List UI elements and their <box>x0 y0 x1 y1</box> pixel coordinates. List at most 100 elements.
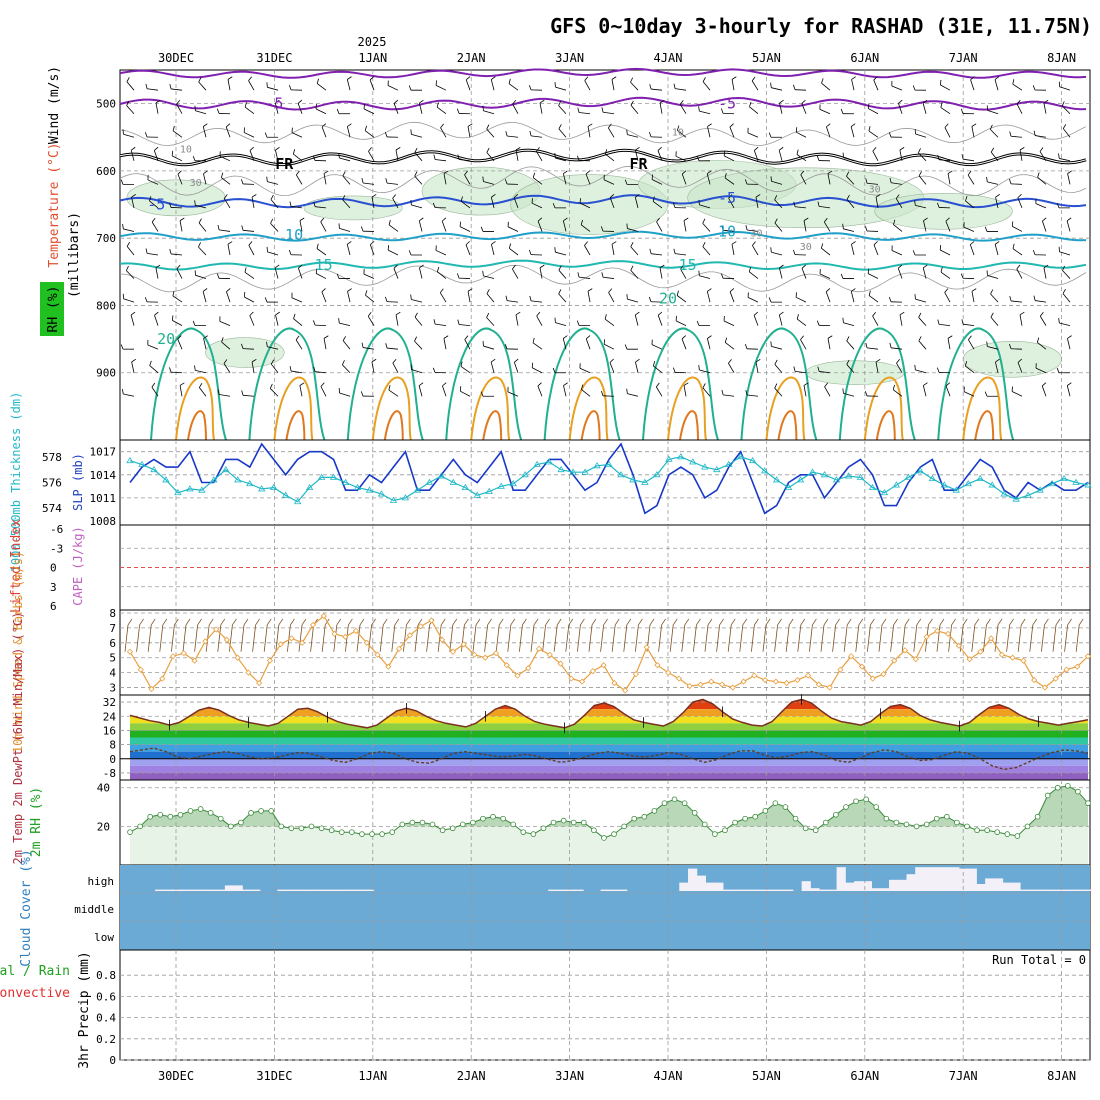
rh-point <box>591 827 597 834</box>
cloud-high-bar <box>163 889 173 891</box>
wind-barb <box>609 197 615 209</box>
rh-point <box>1065 782 1071 789</box>
wind-barb-flag <box>793 84 796 90</box>
wind-barb-flag <box>251 194 257 198</box>
wind-barb <box>987 181 999 185</box>
wind-barb <box>363 108 375 115</box>
wind-barb <box>729 126 735 138</box>
wind-barb <box>203 173 207 185</box>
cloud-high-bar <box>565 889 575 891</box>
wind-barb <box>651 88 663 91</box>
wind-barb-flag <box>626 388 628 394</box>
contour-label: FR <box>629 155 648 173</box>
wind-barb <box>706 173 711 185</box>
wind-barb <box>702 246 711 256</box>
wind-barb-flag <box>1067 170 1072 174</box>
thickness-point <box>210 476 218 483</box>
wind-barb-flag <box>388 385 391 391</box>
wind-barb <box>947 173 951 185</box>
wind-barb-flag <box>659 264 665 269</box>
rh-point <box>157 811 164 818</box>
wind-barb <box>779 267 783 279</box>
wind-barb <box>875 197 879 208</box>
wind-barb <box>346 126 351 138</box>
wind-barb-flag <box>203 170 208 174</box>
wind-barb-10m-flag <box>893 618 898 626</box>
wind-speed-point <box>1063 666 1070 673</box>
wind-barb-10m <box>739 624 744 652</box>
wind-barb-flag <box>1033 130 1036 136</box>
wind-barb <box>851 244 855 256</box>
wind-barb <box>531 202 543 209</box>
temp-tick-label: -8 <box>103 767 116 780</box>
rh-point <box>530 831 537 837</box>
wind-speed-point <box>503 662 510 669</box>
wind-barb <box>339 157 351 162</box>
wind-barb <box>1019 149 1023 161</box>
wind-barb-flag <box>504 344 508 350</box>
wind-barb <box>411 369 423 374</box>
wind-barb <box>795 296 807 303</box>
contour-line-25 <box>175 376 215 441</box>
wind-barb <box>967 174 975 185</box>
cloud-high-bar <box>749 889 759 891</box>
wind-barb-flag <box>683 382 689 386</box>
wind-barb-flag <box>120 344 124 350</box>
wind-barb-flag <box>626 223 628 229</box>
wind-barb <box>490 361 495 373</box>
wind-barb <box>940 249 951 256</box>
wind-barb <box>675 88 687 91</box>
cloud-high-bar <box>154 889 165 891</box>
wind-barb-flag <box>793 366 796 372</box>
wind-barb-flag <box>149 196 152 202</box>
rh-point <box>510 821 517 828</box>
wind-barb-flag <box>770 341 772 347</box>
wind-barb <box>994 79 999 91</box>
contour-line-30 <box>482 410 503 441</box>
wind-barb-10m-flag <box>1032 618 1038 626</box>
wind-speed-point <box>557 660 564 667</box>
wind-speed-point <box>363 639 370 646</box>
wind-barb <box>630 246 639 256</box>
wind-barb-10m-flag <box>371 618 376 626</box>
wind-speed-point <box>299 639 306 646</box>
wind-barb-10m <box>426 624 430 652</box>
wind-barb-flag <box>923 264 928 269</box>
wind-barb <box>244 106 255 115</box>
rh-point <box>490 813 496 820</box>
rh-point <box>127 829 133 835</box>
wind-barb <box>363 273 375 279</box>
wind-barb-10m-flag <box>406 618 411 626</box>
wind-barb-flag <box>436 102 439 108</box>
rh-point <box>863 796 869 803</box>
wind-barb-flag <box>395 147 401 151</box>
wind-barb <box>537 221 543 232</box>
rh-shading <box>962 340 1062 378</box>
wind-speed-point <box>794 677 801 684</box>
wind-barb-flag <box>342 360 345 365</box>
wind-barb-flag <box>793 201 796 207</box>
wind-barb <box>944 292 951 303</box>
wind-barb <box>1067 173 1071 185</box>
wind-barb <box>536 315 543 326</box>
temp-band <box>130 744 1088 752</box>
wind-barb <box>395 149 399 161</box>
wind-barb-flag <box>419 264 424 269</box>
wind-barb-flag <box>558 289 562 295</box>
wind-barb-flag <box>945 217 950 222</box>
thickness-point <box>425 478 434 485</box>
contour-line-30 <box>777 410 798 441</box>
wind-barb <box>223 198 231 209</box>
y-tick-label: 700 <box>96 232 116 245</box>
cloud-high-bar <box>784 889 794 891</box>
cloud-high-bar <box>679 882 689 891</box>
wind-barb <box>467 291 471 303</box>
wind-barb <box>801 103 807 114</box>
wind-barb <box>653 365 663 374</box>
wind-barb-flag <box>994 76 1000 80</box>
wind-barb <box>251 197 255 208</box>
wind-speed-point <box>1074 663 1081 670</box>
contour-line-20 <box>150 327 227 441</box>
wind-barb <box>819 206 831 209</box>
wind-barb-flag <box>249 311 254 316</box>
